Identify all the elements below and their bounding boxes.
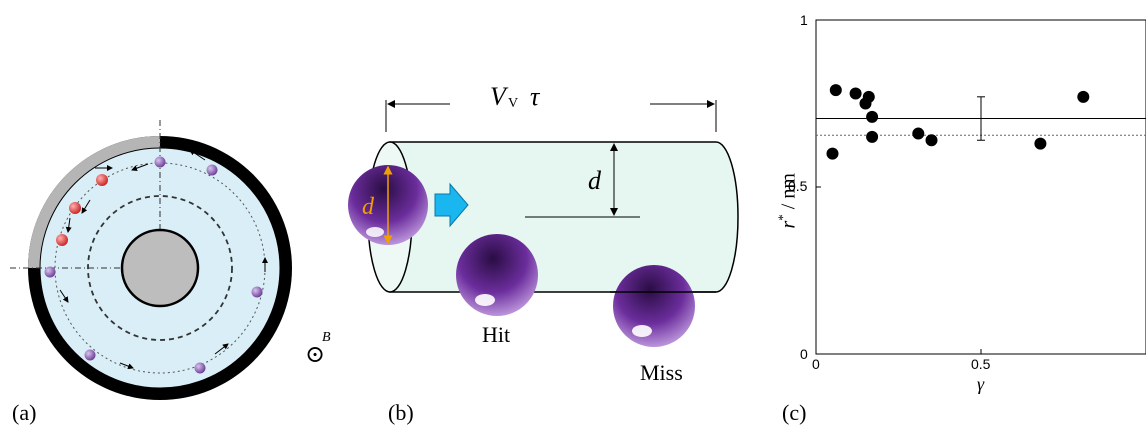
red-ion — [69, 202, 81, 214]
miss-particle — [613, 265, 695, 347]
gray-electrode-segment — [28, 136, 160, 268]
direction-arrow-icon — [434, 182, 469, 228]
y-axis-unit: / nm — [777, 173, 800, 210]
diameter-label: d — [362, 194, 374, 220]
field-symbol: B — [322, 330, 331, 345]
red-ion — [96, 174, 108, 186]
data-point — [829, 84, 842, 97]
x-tick-0: 0 — [812, 356, 820, 372]
panel-b: V V τ d d Hit Miss (b) — [330, 0, 770, 434]
purple-ion — [154, 156, 166, 168]
red-ion — [56, 234, 68, 246]
data-point — [866, 130, 879, 143]
length-label-sub: V — [508, 96, 519, 111]
purple-ion — [84, 349, 96, 361]
length-label-v: V — [490, 82, 506, 111]
y-axis-label: r* / nm — [775, 173, 801, 228]
caption-c: (c) — [782, 400, 807, 425]
caption-b: (b) — [388, 400, 414, 425]
y-tick-1: 1 — [800, 12, 808, 28]
purple-ion — [194, 362, 206, 374]
hit-label: Hit — [482, 322, 511, 347]
plot-frame — [815, 19, 1146, 355]
purple-ion — [251, 286, 263, 298]
hit-particle — [456, 234, 538, 316]
data-point — [862, 90, 875, 103]
data-point — [925, 134, 938, 147]
y-tick-0: 0 — [800, 346, 808, 362]
x-tick-0-5: 0.5 — [971, 356, 991, 372]
caption-a: (a) — [12, 400, 37, 425]
radius-label: d — [588, 166, 601, 195]
data-point — [866, 110, 879, 123]
data-point — [912, 127, 925, 140]
penning-trap-diagram — [10, 120, 292, 400]
panel-a: ⊙ B (a) — [0, 0, 331, 434]
data-point — [1077, 90, 1090, 103]
y-tick-0-5: 0.5 — [788, 178, 808, 194]
miss-label: Miss — [640, 360, 683, 385]
data-point — [826, 147, 839, 160]
purple-ion — [206, 164, 218, 176]
panel-c: 1 0.5 0 0 0.5 γ r* / nm (c) — [770, 0, 1146, 434]
y-axis-star: * — [774, 214, 790, 221]
data-point — [849, 87, 862, 100]
collision-cylinder-diagram — [348, 100, 739, 347]
data-point — [1034, 137, 1047, 150]
central-core — [120, 228, 200, 308]
length-label-tau: τ — [530, 82, 540, 111]
x-axis-label: γ — [977, 374, 985, 394]
y-axis-symbol: r — [777, 220, 800, 229]
purple-ion — [44, 266, 56, 278]
field-direction-icon: ⊙ — [305, 342, 326, 368]
scatter-chart — [815, 19, 1146, 355]
motion-arrows — [59, 149, 268, 370]
